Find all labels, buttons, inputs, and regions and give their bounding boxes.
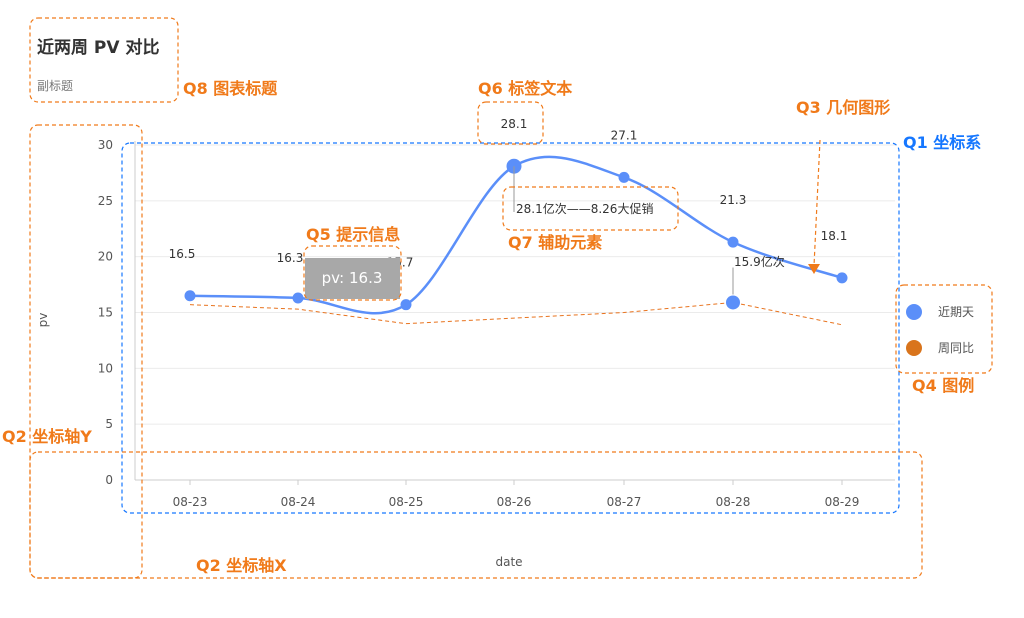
callout-arrow-head bbox=[808, 264, 820, 274]
data-label: 18.1 bbox=[821, 229, 848, 243]
tooltip-box bbox=[305, 258, 400, 299]
callout-label-q3: Q3 几何图形 bbox=[796, 98, 890, 117]
callout-label-q2y: Q2 坐标轴Y bbox=[2, 427, 92, 446]
callout-box-tooltip bbox=[303, 245, 402, 301]
data-point bbox=[836, 272, 848, 284]
data-point bbox=[618, 171, 630, 183]
legend-label-wow: 周同比 bbox=[938, 341, 975, 355]
legend-label-recent: 近期天 bbox=[938, 305, 975, 319]
data-label: 16.3 bbox=[277, 251, 304, 265]
x-axis-title: date bbox=[495, 555, 522, 569]
legend-marker-recent bbox=[906, 303, 922, 320]
callout-arrow-line bbox=[813, 139, 821, 267]
callout-label-q7: Q7 辅助元素 bbox=[508, 233, 602, 252]
chart-title: 近两周 PV 对比 bbox=[37, 38, 160, 58]
y-axis-title: pv bbox=[36, 313, 50, 328]
data-point bbox=[727, 236, 739, 248]
annotation-text: 15.9亿次 bbox=[734, 254, 785, 269]
y-tick-label: 30 bbox=[98, 138, 113, 152]
x-tick-label: 08-28 bbox=[716, 495, 751, 509]
data-label: 28.1 bbox=[501, 117, 528, 131]
callout-box-label bbox=[477, 101, 544, 145]
callout-label-q8: Q8 图表标题 bbox=[183, 79, 278, 98]
x-tick-label: 08-24 bbox=[281, 495, 316, 509]
y-tick-label: 15 bbox=[98, 306, 113, 320]
callout-box-coordinate bbox=[121, 142, 900, 514]
callout-label-q5: Q5 提示信息 bbox=[306, 225, 400, 244]
callout-box-guide bbox=[502, 186, 679, 231]
legend-marker-wow bbox=[906, 339, 922, 356]
callout-box-title bbox=[29, 17, 179, 103]
callout-label-q2x: Q2 坐标轴X bbox=[196, 556, 287, 575]
x-tick-label: 08-27 bbox=[607, 495, 642, 509]
callout-box-legend bbox=[895, 284, 993, 374]
y-tick-label: 0 bbox=[105, 473, 113, 487]
y-tick-label: 20 bbox=[98, 250, 113, 264]
data-label: 27.1 bbox=[611, 128, 638, 142]
series-line-wow bbox=[189, 301, 843, 326]
tooltip-text: pv: 16.3 bbox=[322, 269, 383, 287]
callout-label-q1: Q1 坐标系 bbox=[903, 133, 981, 152]
y-tick-label: 5 bbox=[105, 417, 113, 431]
legend-item-recent[interactable]: 近期天 bbox=[906, 303, 974, 320]
legend-item-wow[interactable]: 周同比 bbox=[906, 339, 974, 356]
x-tick-label: 08-23 bbox=[173, 495, 208, 509]
callout-label-q4: Q4 图例 bbox=[912, 376, 974, 395]
data-point bbox=[184, 290, 196, 302]
data-label: 16.5 bbox=[169, 247, 196, 261]
callout-label-q6: Q6 标签文本 bbox=[478, 79, 572, 98]
y-tick-label: 25 bbox=[98, 194, 113, 208]
callout-box-x-axis bbox=[29, 451, 923, 579]
chart-subtitle: 副标题 bbox=[37, 79, 74, 93]
data-label: 21.3 bbox=[720, 193, 747, 207]
highlight-point bbox=[726, 295, 740, 310]
x-tick-label: 08-26 bbox=[497, 495, 532, 509]
x-tick-label: 08-29 bbox=[825, 495, 860, 509]
data-point bbox=[292, 292, 304, 304]
annotation-text: 28.1亿次——8.26大促销 bbox=[516, 201, 653, 216]
data-point bbox=[400, 299, 412, 311]
x-tick-label: 08-25 bbox=[389, 495, 424, 509]
callout-box-y-axis bbox=[29, 124, 143, 579]
y-tick-label: 10 bbox=[98, 361, 113, 375]
